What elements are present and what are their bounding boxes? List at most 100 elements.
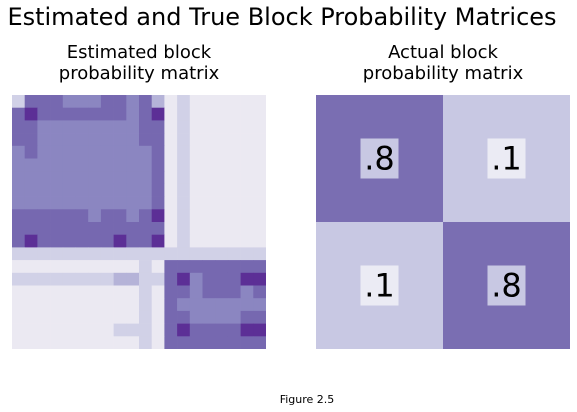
estimated-cell-r13-c14 (189, 260, 203, 274)
estimated-cell-r19-c1 (24, 336, 38, 349)
estimated-cell-r10-c7 (100, 222, 114, 236)
estimated-cell-r19-c5 (75, 336, 89, 349)
estimated-cell-r12-c8 (113, 247, 127, 261)
estimated-cell-r18-c18 (240, 323, 254, 337)
estimated-cell-r0-c3 (50, 95, 64, 109)
estimated-cell-r14-c12 (164, 272, 178, 286)
estimated-cell-r5-c9 (126, 158, 140, 172)
estimated-cell-r12-c11 (151, 247, 165, 261)
estimated-cell-r5-c13 (177, 158, 191, 172)
estimated-cell-r5-c12 (164, 158, 178, 172)
estimated-cell-r12-c9 (126, 247, 140, 261)
estimated-cell-r14-c15 (202, 272, 216, 286)
figure-title: Estimated and True Block Probability Mat… (7, 3, 557, 31)
estimated-cell-r4-c2 (37, 145, 51, 159)
estimated-cell-r12-c16 (215, 247, 229, 261)
estimated-cell-r15-c12 (164, 285, 178, 299)
estimated-cell-r19-c9 (126, 336, 140, 349)
estimated-cell-r13-c2 (37, 260, 51, 274)
estimated-cell-r15-c8 (113, 285, 127, 299)
estimated-cell-r13-c17 (227, 260, 241, 274)
estimated-cell-r15-c11 (151, 285, 165, 299)
estimated-cell-r17-c10 (139, 310, 153, 324)
estimated-cell-r3-c11 (151, 133, 165, 147)
estimated-cell-r5-c7 (100, 158, 114, 172)
figure-caption: Figure 2.5 (279, 393, 335, 406)
estimated-cell-r19-c14 (189, 336, 203, 349)
actual-value-label-r0-c0: .8 (364, 140, 395, 178)
estimated-cell-r8-c4 (62, 196, 76, 210)
estimated-cell-r15-c1 (24, 285, 38, 299)
estimated-cell-r17-c0 (12, 310, 26, 324)
estimated-cell-r9-c18 (240, 209, 254, 223)
estimated-cell-r13-c12 (164, 260, 178, 274)
estimated-cell-r12-c4 (62, 247, 76, 261)
estimated-cell-r17-c2 (37, 310, 51, 324)
estimated-cell-r12-c12 (164, 247, 178, 261)
estimated-cell-r14-c5 (75, 272, 89, 286)
actual-value-label-r1-c1: .8 (491, 267, 522, 305)
estimated-cell-r13-c13 (177, 260, 191, 274)
estimated-cell-r10-c10 (139, 222, 153, 236)
estimated-cell-r7-c19 (253, 183, 266, 197)
estimated-cell-r2-c7 (100, 120, 114, 134)
estimated-cell-r0-c9 (126, 95, 140, 109)
estimated-cell-r9-c1 (24, 209, 38, 223)
estimated-cell-r2-c5 (75, 120, 89, 134)
estimated-cell-r1-c2 (37, 107, 51, 121)
estimated-cell-r11-c13 (177, 234, 191, 248)
estimated-cell-r14-c9 (126, 272, 140, 286)
estimated-cell-r19-c19 (253, 336, 266, 349)
estimated-cell-r0-c6 (88, 95, 102, 109)
estimated-cell-r16-c1 (24, 298, 38, 312)
estimated-cell-r15-c10 (139, 285, 153, 299)
estimated-cell-r6-c8 (113, 171, 127, 185)
estimated-cell-r9-c10 (139, 209, 153, 223)
actual-value-label-r1-c0: .1 (364, 267, 395, 305)
estimated-cell-r19-c10 (139, 336, 153, 349)
estimated-cell-r7-c12 (164, 183, 178, 197)
estimated-cell-r7-c7 (100, 183, 114, 197)
estimated-cell-r6-c5 (75, 171, 89, 185)
estimated-cell-r9-c3 (50, 209, 64, 223)
estimated-cell-r5-c19 (253, 158, 266, 172)
estimated-cell-r7-c6 (88, 183, 102, 197)
estimated-cell-r16-c8 (113, 298, 127, 312)
estimated-cell-r3-c8 (113, 133, 127, 147)
estimated-cell-r4-c8 (113, 145, 127, 159)
estimated-cell-r5-c11 (151, 158, 165, 172)
estimated-cell-r13-c5 (75, 260, 89, 274)
estimated-cell-r12-c13 (177, 247, 191, 261)
estimated-cell-r11-c15 (202, 234, 216, 248)
estimated-cell-r4-c5 (75, 145, 89, 159)
estimated-cell-r18-c12 (164, 323, 178, 337)
estimated-cell-r16-c11 (151, 298, 165, 312)
estimated-cell-r4-c9 (126, 145, 140, 159)
estimated-cell-r0-c14 (189, 95, 203, 109)
estimated-cell-r2-c15 (202, 120, 216, 134)
estimated-cell-r16-c6 (88, 298, 102, 312)
estimated-cell-r6-c10 (139, 171, 153, 185)
estimated-cell-r17-c19 (253, 310, 266, 324)
estimated-cell-r14-c18 (240, 272, 254, 286)
estimated-cell-r1-c12 (164, 107, 178, 121)
estimated-cell-r10-c0 (12, 222, 26, 236)
estimated-cell-r6-c12 (164, 171, 178, 185)
estimated-cell-r9-c4 (62, 209, 76, 223)
estimated-cell-r18-c9 (126, 323, 140, 337)
estimated-cell-r7-c16 (215, 183, 229, 197)
estimated-cell-r18-c8 (113, 323, 127, 337)
estimated-cell-r0-c2 (37, 95, 51, 109)
estimated-cell-r18-c11 (151, 323, 165, 337)
estimated-cell-r14-c11 (151, 272, 165, 286)
estimated-cell-r7-c18 (240, 183, 254, 197)
estimated-cell-r0-c4 (62, 95, 76, 109)
estimated-cell-r1-c18 (240, 107, 254, 121)
estimated-cell-r6-c14 (189, 171, 203, 185)
estimated-cell-r1-c5 (75, 107, 89, 121)
estimated-cell-r19-c3 (50, 336, 64, 349)
estimated-cell-r8-c19 (253, 196, 266, 210)
estimated-cell-r0-c7 (100, 95, 114, 109)
estimated-cell-r6-c6 (88, 171, 102, 185)
estimated-cell-r14-c19 (253, 272, 266, 286)
